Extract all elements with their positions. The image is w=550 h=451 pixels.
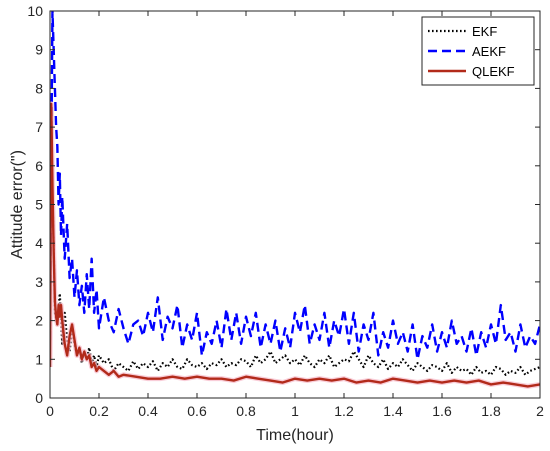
- series-line-qlekf: [50, 102, 540, 388]
- x-tick-label: 1.6: [432, 403, 452, 419]
- x-axis: 0 0.2 0.4 0.6 0.8 1 1.2 1.4 1.6 1.8 2: [46, 11, 544, 419]
- y-tick-label: 6: [35, 158, 43, 174]
- legend-label-aekf: AEKF: [472, 44, 506, 59]
- y-axis: 0 1 2 3 4 5 6 7 8 9 10: [27, 3, 540, 406]
- y-tick-label: 0: [35, 390, 43, 406]
- y-tick-label: 8: [35, 80, 43, 96]
- y-tick-label: 2: [35, 313, 43, 329]
- x-tick-label: 1.2: [334, 403, 354, 419]
- x-tick-label: 0.6: [187, 403, 207, 419]
- x-tick-label: 0.8: [236, 403, 256, 419]
- legend-box: [421, 16, 535, 86]
- x-tick-label: 2: [536, 403, 544, 419]
- x-tick-label: 1: [291, 403, 299, 419]
- x-tick-label: 0: [46, 403, 54, 419]
- y-tick-label: 4: [35, 235, 43, 251]
- series-layer: [50, 11, 540, 389]
- series-line-aekf: [50, 11, 540, 361]
- y-tick-label: 5: [35, 197, 43, 213]
- x-axis-label: Time(hour): [256, 427, 334, 444]
- x-tick-label: 1.8: [481, 403, 501, 419]
- y-tick-label: 10: [27, 3, 43, 19]
- legend-label-qlekf: QLEKF: [472, 64, 515, 79]
- legend: EKF AEKF QLEKF: [421, 16, 535, 86]
- x-tick-label: 0.2: [89, 403, 109, 419]
- y-tick-label: 9: [35, 42, 43, 58]
- legend-label-ekf: EKF: [472, 24, 497, 39]
- y-tick-label: 7: [35, 119, 43, 135]
- y-axis-label: Attitude error("): [9, 150, 26, 259]
- x-tick-label: 0.4: [138, 403, 158, 419]
- y-tick-label: 3: [35, 274, 43, 290]
- y-tick-label: 1: [35, 351, 43, 367]
- x-tick-label: 1.4: [383, 403, 403, 419]
